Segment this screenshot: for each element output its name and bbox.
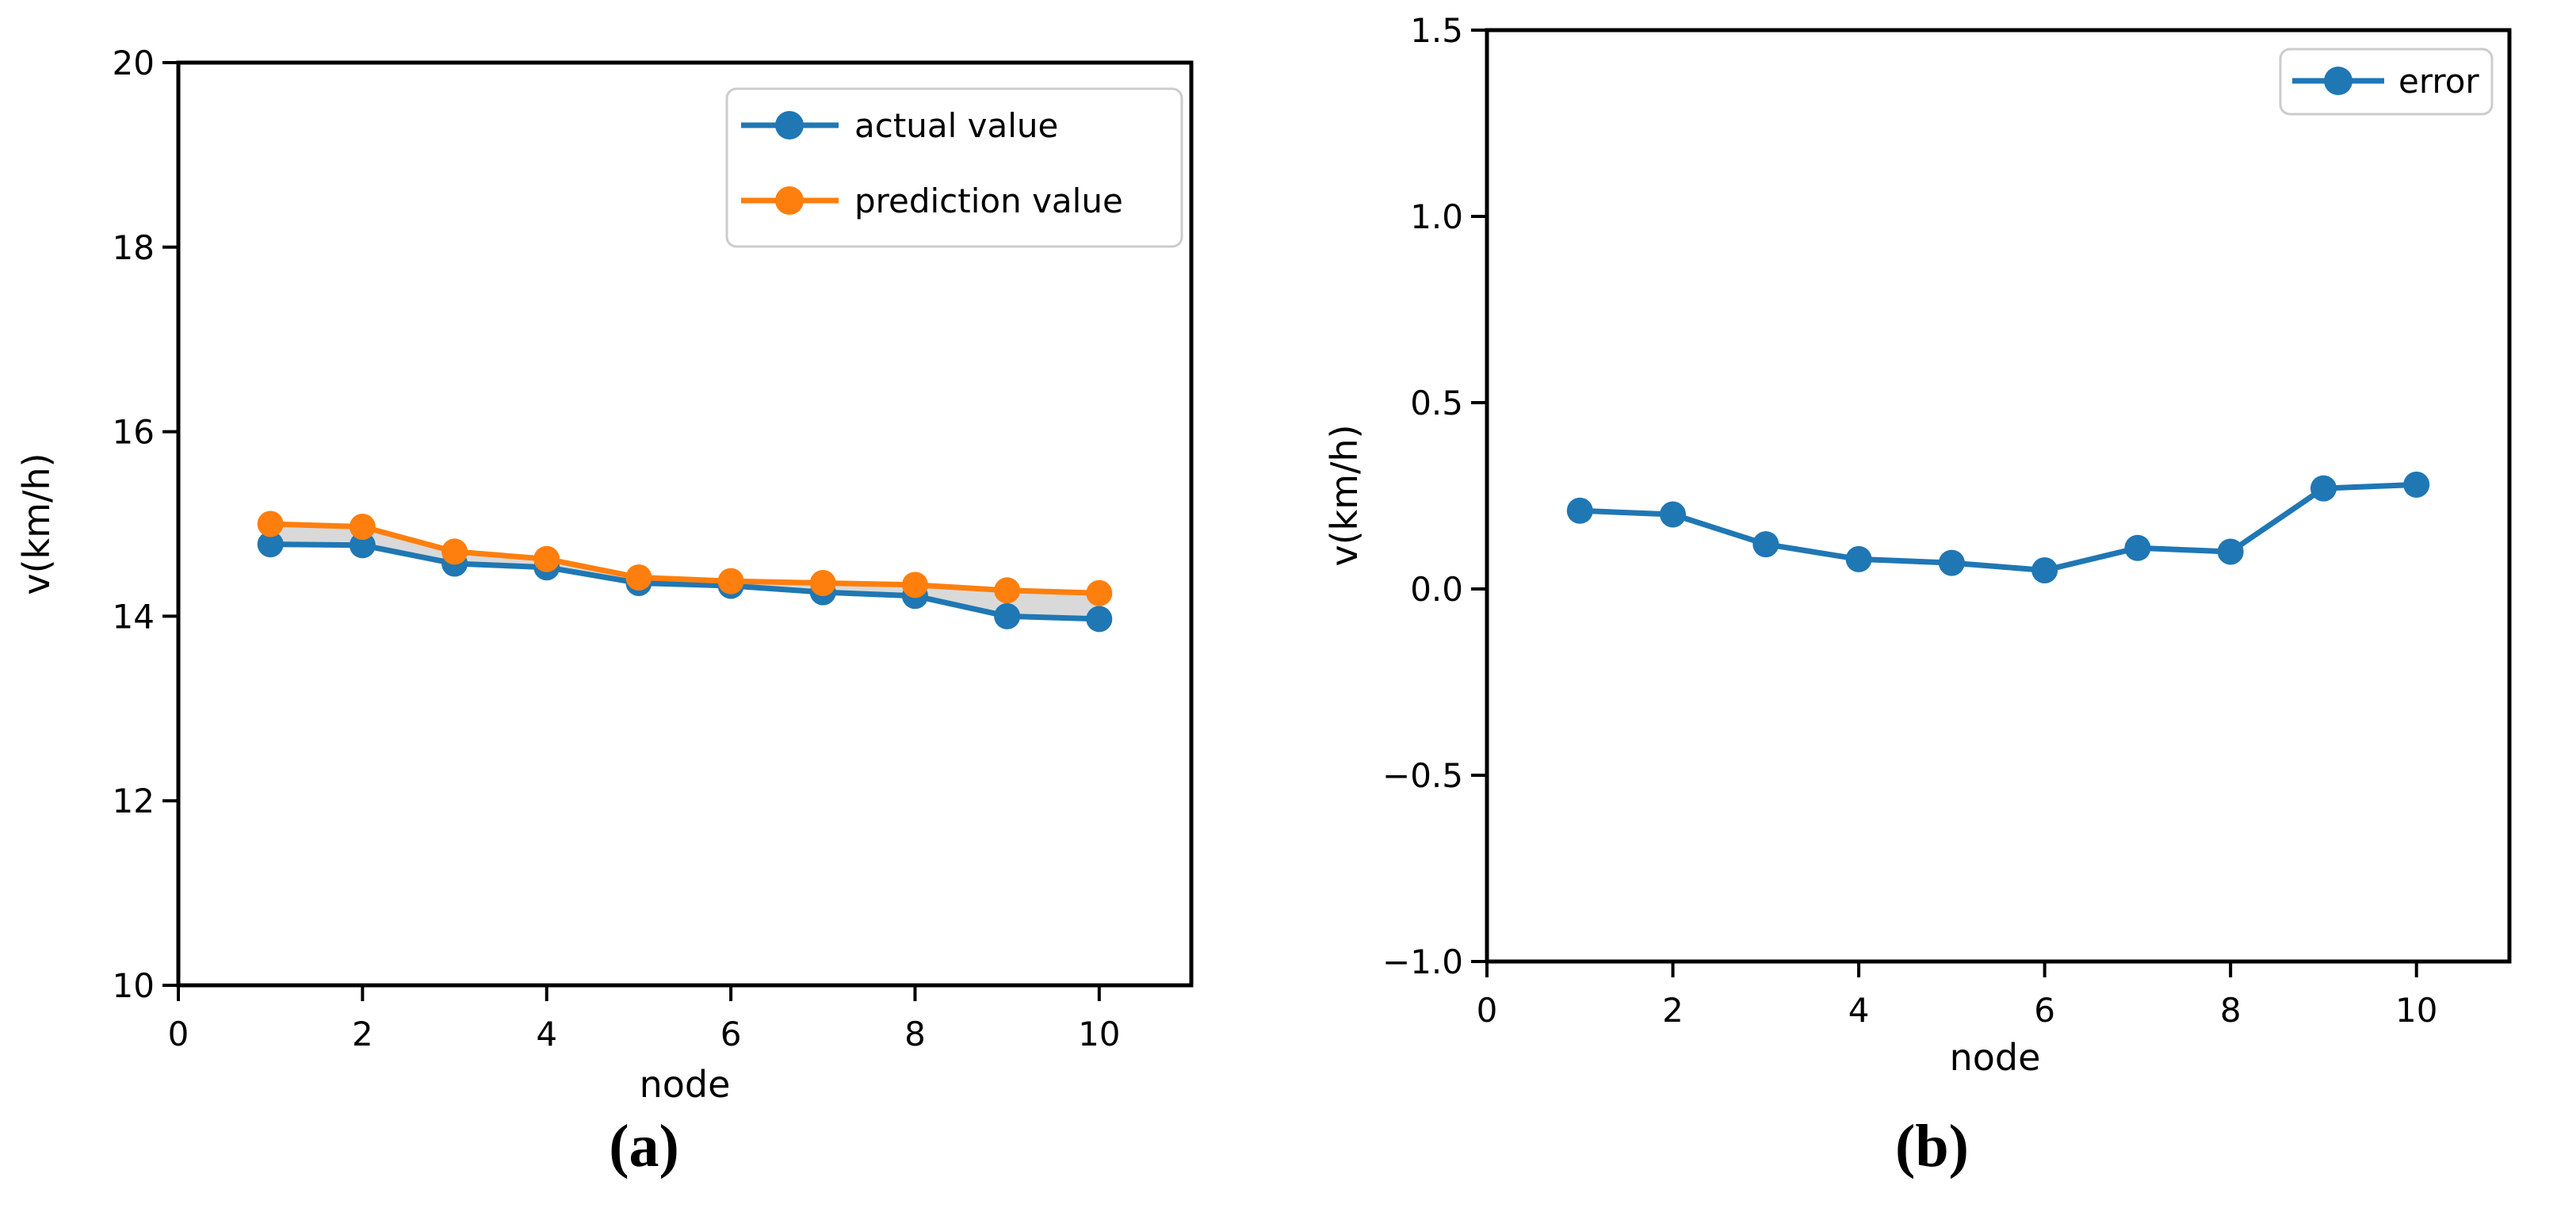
data-point (257, 510, 284, 537)
legend-label: prediction value (854, 182, 1123, 220)
x-tick-label: 10 (1078, 1015, 1120, 1053)
data-point (2310, 475, 2337, 502)
axes-frame (1485, 28, 2512, 964)
y-tick-label: 0.0 (1410, 570, 1463, 609)
y-tick-label: 0.5 (1410, 384, 1463, 422)
caption-a: (a) (609, 1113, 679, 1180)
data-point (349, 532, 376, 559)
y-tick-label: 16 (113, 413, 155, 452)
chart-a: 0 2 4 6 8 10 10 12 14 16 18 20 node v(km/h) actual val… (15, 44, 1194, 1106)
y-tick-label: 12 (113, 782, 155, 820)
data-point (441, 538, 468, 565)
y-tick-label: 1.0 (1410, 197, 1463, 236)
legend-sample-marker (775, 186, 804, 215)
x-tick-label: 8 (904, 1015, 926, 1053)
legend-label: actual value (854, 106, 1058, 145)
legend-box (725, 87, 1183, 248)
data-point (1752, 531, 1779, 558)
x-axis-label: node (640, 1063, 731, 1106)
x-tick-label: 6 (2034, 991, 2055, 1030)
y-tick-label: 20 (113, 44, 155, 82)
x-axis-label: node (1950, 1036, 2041, 1079)
y-tick-label: 10 (113, 966, 155, 1005)
data-point (1086, 579, 1113, 606)
data-point (1086, 606, 1113, 633)
x-tick-label: 8 (2220, 991, 2242, 1030)
data-point (2031, 557, 2058, 583)
y-axis-label: v(km/h) (15, 453, 58, 595)
series-line-error (1580, 481, 2417, 573)
caption-b: (b) (1895, 1113, 1969, 1180)
legend-sample-marker (775, 111, 804, 140)
x-tick-label: 4 (536, 1015, 557, 1053)
y-tick-label: −0.5 (1382, 756, 1463, 795)
data-point (2217, 538, 2244, 565)
data-point (1938, 549, 1965, 576)
legend-label: error (2398, 62, 2479, 101)
x-tick-label: 4 (1848, 991, 1870, 1030)
y-tick-label: 1.5 (1410, 11, 1463, 50)
data-point (625, 564, 652, 591)
x-tick-label: 0 (1477, 991, 1498, 1030)
data-point (1845, 545, 1872, 572)
data-point (901, 572, 928, 598)
x-tick-label: 2 (352, 1015, 373, 1053)
data-point (2124, 534, 2151, 561)
x-tick-label: 10 (2395, 991, 2437, 1030)
data-point (349, 513, 376, 540)
series-line-prediction-value (270, 521, 1099, 596)
y-tick-label: −1.0 (1382, 942, 1463, 981)
data-point (994, 577, 1021, 604)
legend-box (2279, 48, 2494, 116)
data-point (1660, 501, 1687, 528)
x-tick-label: 0 (168, 1015, 189, 1053)
data-point (717, 568, 744, 595)
x-tick-label: 2 (1662, 991, 1684, 1030)
legend-sample-marker (2324, 67, 2352, 95)
data-point (533, 545, 560, 572)
data-point (994, 602, 1021, 629)
y-tick-label: 18 (113, 228, 155, 267)
y-tick-label: 14 (113, 597, 155, 636)
y-axis-label: v(km/h) (1323, 424, 1366, 566)
chart-b: 0 2 4 6 8 10 −1.0 −0.5 0.0 0.5 1.0 1.5 node v(km/h) er… (1323, 11, 2512, 1079)
axes-frame (176, 60, 1194, 988)
series-line-actual-value (270, 541, 1099, 622)
data-point (257, 531, 284, 558)
data-point (1566, 497, 1593, 524)
x-tick-label: 6 (720, 1015, 742, 1053)
data-point (809, 569, 836, 596)
data-point (2403, 471, 2430, 498)
